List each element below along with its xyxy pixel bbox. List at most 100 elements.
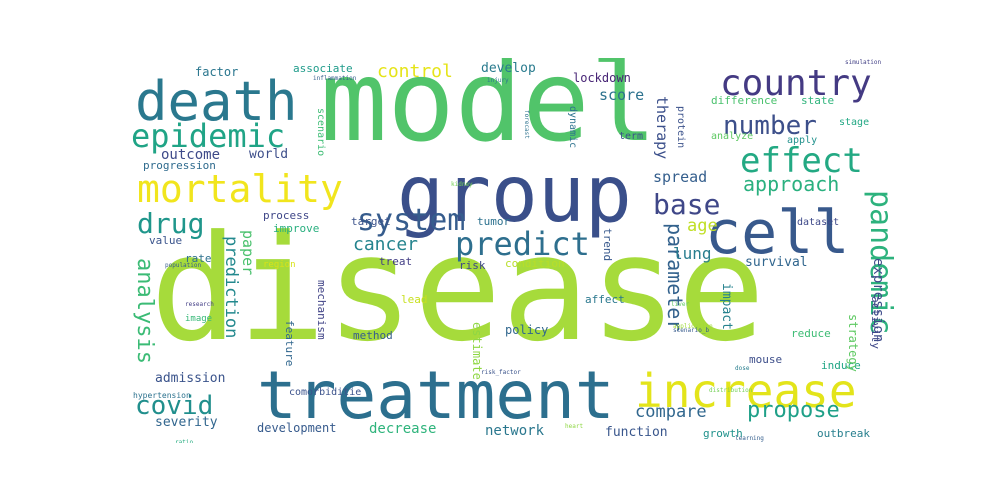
word-approach: approach [743,172,840,196]
word-research: research [185,301,214,308]
word-rate: rate [185,252,212,265]
word-reduce: reduce [791,327,831,340]
word-structure: inflammation [313,75,357,82]
word-lockdown: lockdown [573,71,631,85]
word-region: region [263,260,296,270]
word-kidney: kidney [451,181,473,188]
word-forecast: forecast [523,110,530,139]
word-method: method [353,329,393,342]
word-therapy: therapy [653,96,671,160]
word-propose: propose [747,398,840,423]
word-risk: risk [459,259,486,272]
word-outcome: outcome [161,147,221,163]
word-growth: growth [703,427,743,440]
word-outbreak: outbreak [817,427,870,440]
word-condition: condition [505,257,565,270]
word-cancer: cancer [353,234,419,255]
word-analyze: analyze [711,131,754,142]
word-tumor: tumor [477,215,511,228]
word-system: system [357,203,466,238]
word-state: state [801,94,835,107]
word-epidemic: epidemic [131,117,286,155]
word-scenario: scenario [315,108,326,157]
word-treat: treat [379,255,413,268]
word-distribution: learning [735,435,764,442]
word-image: image [185,314,213,324]
word-improve: improve [273,222,320,235]
word-world: world [249,147,289,162]
word-ratio: distribution [709,387,753,394]
word-group: group [397,150,632,240]
word-protein: protein [675,106,686,149]
word-disease: disease [150,204,766,374]
word-mechanism: mechanism [315,280,328,340]
word-injury: injury [487,77,509,84]
word-mortality: mortality [137,167,343,211]
word-development: development [257,421,337,435]
word-dose: scenario_b [673,327,710,334]
word-difference: difference [711,94,778,107]
word-predict: predict [455,225,590,263]
word-admission: admission [155,371,226,386]
word-hypertension: hypertension [133,391,191,400]
word-control: control [377,61,453,82]
word-severity: severity [155,415,218,430]
word-impact: impact [719,283,734,330]
word-function: function [605,425,668,440]
word-lung: lung [673,244,712,263]
word-mouse: mouse [749,353,783,366]
word-increase: increase [635,364,857,418]
word-compare: compare [635,402,707,422]
word-trend: trend [601,228,614,262]
word-treatment: treatment [257,357,615,434]
word-model: model [320,58,658,167]
word-decrease: decrease [369,421,437,437]
word-parameter: parameter [663,223,687,332]
word-strategy: strategy [846,314,860,372]
word-age: age [687,216,718,236]
word-dataset: dataset [797,217,840,228]
word-heart: liver [671,301,690,308]
word-spread: spread [653,168,708,186]
word-dynamic: dynamic [567,106,578,149]
word-covid: covid [135,391,214,421]
word-target: target [351,215,391,228]
word-network: network [485,423,545,439]
word-activity: activity [869,296,882,349]
word-induce: induce [821,359,861,372]
word-feature: feature [283,320,296,367]
word-application: application [673,323,713,330]
word-prediction: prediction [221,236,241,339]
word-base: base [653,188,721,221]
word-lead: lead [401,293,428,306]
word-process: process [263,209,310,222]
word-simulation: simulation [845,59,882,66]
word-death: death [135,70,298,133]
word-term: term [619,131,644,142]
word-number: number [723,111,817,141]
word-policy: policy [505,323,549,337]
word-stage: stage [839,117,870,128]
word-score: score [599,86,645,104]
word-effect: effect [740,141,863,181]
word-apply: apply [787,135,818,146]
word-survival: survival [745,255,808,270]
word-learning: heart [565,423,584,430]
word-inflammation: ratio [175,439,194,444]
word-cell: cell [705,198,850,268]
word-progression: progression [143,159,216,172]
word-paper: paper [239,230,257,276]
word-factor: factor [195,65,239,79]
word-liver: dose [735,365,750,372]
word-associate: associate [293,62,353,75]
word-drug: drug [137,207,205,240]
word-country: country [720,63,872,104]
word-affect: affect [585,293,625,306]
word-risk_factor: risk_factor [481,369,521,376]
word-develop: develop [481,61,536,76]
word-cloud: disease model treatment group increase c… [125,58,895,443]
word-value: value [149,234,183,247]
word-analysis: analysis [132,258,157,364]
word-population: population [165,262,202,269]
word-comorbiditie: comorbiditie [289,387,362,398]
